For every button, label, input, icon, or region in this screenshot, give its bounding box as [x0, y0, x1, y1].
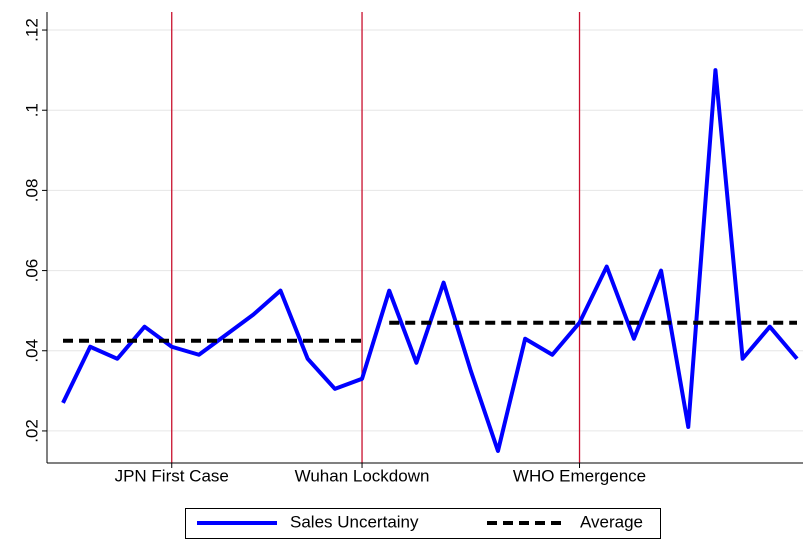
y-tick-label: .06 — [22, 259, 41, 283]
x-tick-label: Wuhan Lockdown — [295, 466, 430, 485]
y-tick-label: .02 — [22, 419, 41, 443]
series-line — [61, 68, 799, 453]
legend-box — [185, 508, 661, 539]
y-tick-label: .08 — [22, 179, 41, 203]
legend-label: Average — [580, 512, 643, 531]
legend-label: Sales Uncertainy — [290, 512, 419, 531]
x-tick-label: JPN First Case — [115, 466, 229, 485]
x-tick-label: WHO Emergence — [513, 466, 646, 485]
y-tick-label: .04 — [22, 339, 41, 363]
y-tick-label: .12 — [22, 18, 41, 42]
y-tick-label: .1 — [22, 103, 41, 117]
